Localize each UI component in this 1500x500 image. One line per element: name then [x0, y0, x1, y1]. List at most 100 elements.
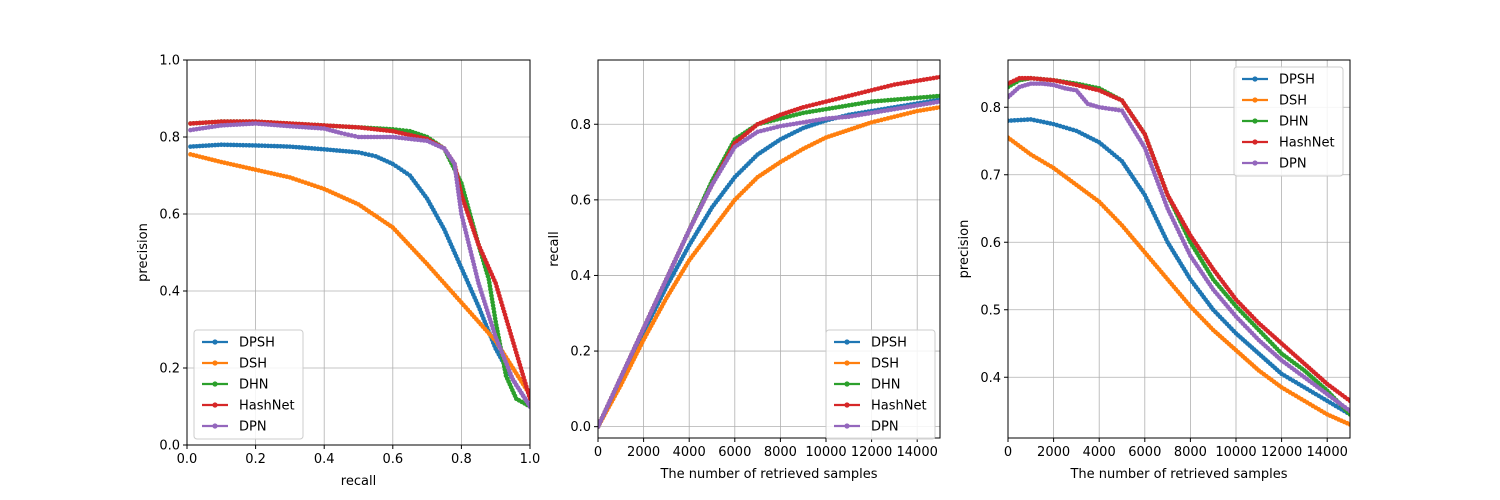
- data-point: [339, 130, 344, 136]
- legend-label: DSH: [871, 357, 899, 372]
- y-tick-label: 0.0: [570, 420, 591, 435]
- series-line: [1008, 136, 1350, 426]
- chart-panel-2: 0 2000 4000 6000 8000 10000 12000 14000 0.0 0.2 0.…: [547, 59, 941, 482]
- x-tick-label: 4000: [673, 445, 706, 460]
- legend-marker: [212, 423, 218, 429]
- y-tick-label: 0.6: [980, 236, 1001, 251]
- legend-item: DSH: [1242, 94, 1307, 109]
- y-tick-label: 1.0: [159, 54, 180, 69]
- legend-marker: [1252, 139, 1258, 145]
- y-tick-label: 0.4: [159, 285, 180, 300]
- y-tick-label: 0.4: [570, 269, 591, 284]
- x-tick-label: 14000: [1307, 445, 1348, 460]
- x-tick-label: 10000: [1215, 445, 1256, 460]
- x-tick-label: 0.2: [245, 452, 266, 467]
- y-tick-label: 0.7: [980, 168, 1001, 183]
- y-tick-label: 0.8: [570, 118, 591, 133]
- x-tick-label: 6000: [718, 445, 751, 460]
- y-tick-label: 0.2: [570, 345, 591, 360]
- x-tick-label: 4000: [1083, 445, 1116, 460]
- legend-marker: [212, 381, 218, 387]
- legend-marker: [844, 360, 850, 366]
- x-tick-label: 8000: [1174, 445, 1207, 460]
- data-point: [1008, 118, 1014, 123]
- y-axis-label: precision: [957, 220, 972, 279]
- data-point: [1015, 117, 1021, 123]
- legend-label: DHN: [239, 378, 269, 393]
- legend-label: DPN: [1279, 157, 1307, 172]
- series-dsh: [1008, 135, 1350, 427]
- legend-box: [825, 329, 936, 440]
- legend: DPSH DSH DHN HashNet DPN: [1233, 66, 1344, 177]
- legend-marker: [844, 402, 850, 408]
- y-tick-label: 0.6: [159, 208, 180, 223]
- legend-label: DHN: [1279, 115, 1309, 130]
- data-point: [1347, 422, 1350, 427]
- data-point: [1347, 398, 1350, 404]
- legend-item: DHN: [1242, 115, 1309, 130]
- x-tick-label: 0.8: [451, 452, 472, 467]
- data-point: [369, 153, 375, 158]
- legend-item: DPN: [834, 420, 899, 435]
- legend: DPSH DSH DHN HashNet DPN: [193, 329, 304, 440]
- legend-item: DPN: [1242, 157, 1307, 172]
- x-tick-label: 8000: [764, 445, 797, 460]
- y-tick-label: 0.8: [159, 131, 180, 146]
- legend-label: DPSH: [871, 336, 907, 351]
- data-point: [937, 104, 940, 110]
- y-tick-label: 0.8: [980, 101, 1001, 116]
- y-tick-label: 0.0: [159, 439, 180, 454]
- legend-marker: [844, 381, 850, 387]
- data-point: [937, 93, 940, 99]
- legend-marker: [212, 402, 218, 408]
- legend-item: DHN: [834, 378, 901, 393]
- axes-frame: [1007, 59, 1351, 439]
- legend-item: DHN: [202, 378, 269, 393]
- legend-item: HashNet: [202, 399, 295, 414]
- legend-item: HashNet: [1242, 136, 1335, 151]
- axes-frame: [597, 59, 941, 439]
- x-tick-label: 2000: [1037, 445, 1070, 460]
- x-tick-label: 12000: [851, 445, 892, 460]
- legend-label: DPN: [871, 420, 899, 435]
- x-axis-label: recall: [341, 474, 376, 489]
- y-tick-label: 0.6: [570, 193, 591, 208]
- x-tick-label: 1.0: [520, 452, 541, 467]
- x-tick-label: 12000: [1261, 445, 1302, 460]
- data-point: [1347, 408, 1350, 414]
- data-point: [345, 132, 351, 137]
- x-axis-label: The number of retrieved samples: [1069, 467, 1287, 482]
- data-point: [527, 404, 530, 409]
- x-axis-label: The number of retrieved samples: [659, 467, 877, 482]
- y-tick-label: 0.5: [980, 303, 1001, 318]
- data-point: [366, 152, 372, 158]
- legend-label: DHN: [871, 378, 901, 393]
- series-dpn: [598, 99, 940, 429]
- y-axis-label: precision: [136, 223, 151, 282]
- y-axis-label: recall: [547, 231, 562, 266]
- legend-item: DPSH: [202, 336, 275, 351]
- data-point: [363, 151, 368, 157]
- legend-item: DSH: [834, 357, 899, 372]
- x-tick-label: 6000: [1128, 445, 1161, 460]
- legend-label: DPSH: [1279, 73, 1315, 88]
- y-tick-label: 0.4: [980, 371, 1001, 386]
- y-tick-label: 0.2: [159, 362, 180, 377]
- x-tick-label: 0.0: [177, 452, 198, 467]
- x-tick-label: 0: [1004, 445, 1012, 460]
- legend-label: HashNet: [239, 399, 295, 414]
- legend-label: HashNet: [871, 399, 927, 414]
- x-tick-label: 2000: [627, 445, 660, 460]
- x-tick-label: 0.4: [314, 452, 335, 467]
- legend-label: DSH: [239, 357, 267, 372]
- legend-label: DPSH: [239, 336, 275, 351]
- legend-marker: [1252, 118, 1258, 124]
- data-point: [937, 74, 940, 80]
- series-dsh: [188, 152, 530, 398]
- x-tick-label: 14000: [897, 445, 938, 460]
- legend-marker: [844, 423, 850, 429]
- x-tick-label: 0: [594, 445, 602, 460]
- series-dpn: [188, 121, 530, 409]
- series-hashnet: [1008, 75, 1350, 404]
- data-point: [1025, 117, 1030, 122]
